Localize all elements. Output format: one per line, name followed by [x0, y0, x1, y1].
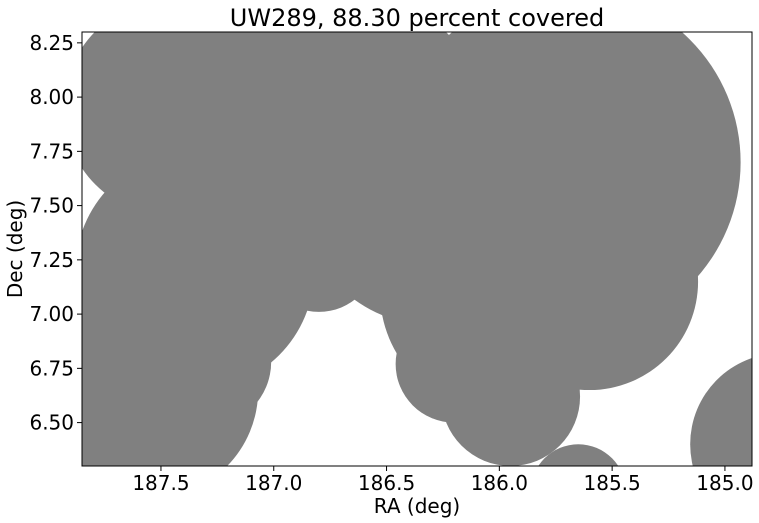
footprint-circle-15: [441, 327, 581, 466]
y-tick-label: 8.00: [29, 85, 74, 109]
x-tick-label: 186.5: [358, 471, 415, 495]
y-tick-label: 6.75: [29, 356, 74, 380]
y-tick-label: 7.50: [29, 194, 74, 218]
x-tick-label: 185.5: [584, 471, 641, 495]
coverage-footprints: [82, 32, 752, 466]
footprint-circle-11: [260, 194, 378, 312]
plot-frame: [81, 31, 753, 467]
y-tick-label: 7.00: [29, 302, 74, 326]
x-tick-label: 187.0: [245, 471, 302, 495]
x-tick-label: 187.5: [132, 471, 189, 495]
footprint-circle-18: [690, 358, 752, 466]
footprint-circle-16: [546, 270, 656, 380]
chart-title: UW289, 88.30 percent covered: [230, 4, 604, 32]
y-axis-ticks: 6.50 6.75 7.00 7.25 7.50 7.75 8.00 8.25: [29, 31, 82, 435]
y-tick-label: 6.50: [29, 411, 74, 435]
x-axis-ticks: 187.5 187.0 186.5 186.0 185.5 185.0: [132, 466, 754, 495]
footprint-circle-17: [538, 444, 619, 466]
x-axis-label: RA (deg): [374, 494, 460, 518]
footprint-circle-5: [213, 298, 266, 351]
x-tick-label: 185.0: [696, 471, 753, 495]
x-tick-label: 186.0: [471, 471, 528, 495]
y-tick-label: 7.25: [29, 248, 74, 272]
y-tick-label: 8.25: [29, 31, 74, 55]
y-tick-label: 7.75: [29, 139, 74, 163]
y-axis-label: Dec (deg): [3, 200, 27, 298]
footprint-circle-7: [82, 32, 281, 217]
